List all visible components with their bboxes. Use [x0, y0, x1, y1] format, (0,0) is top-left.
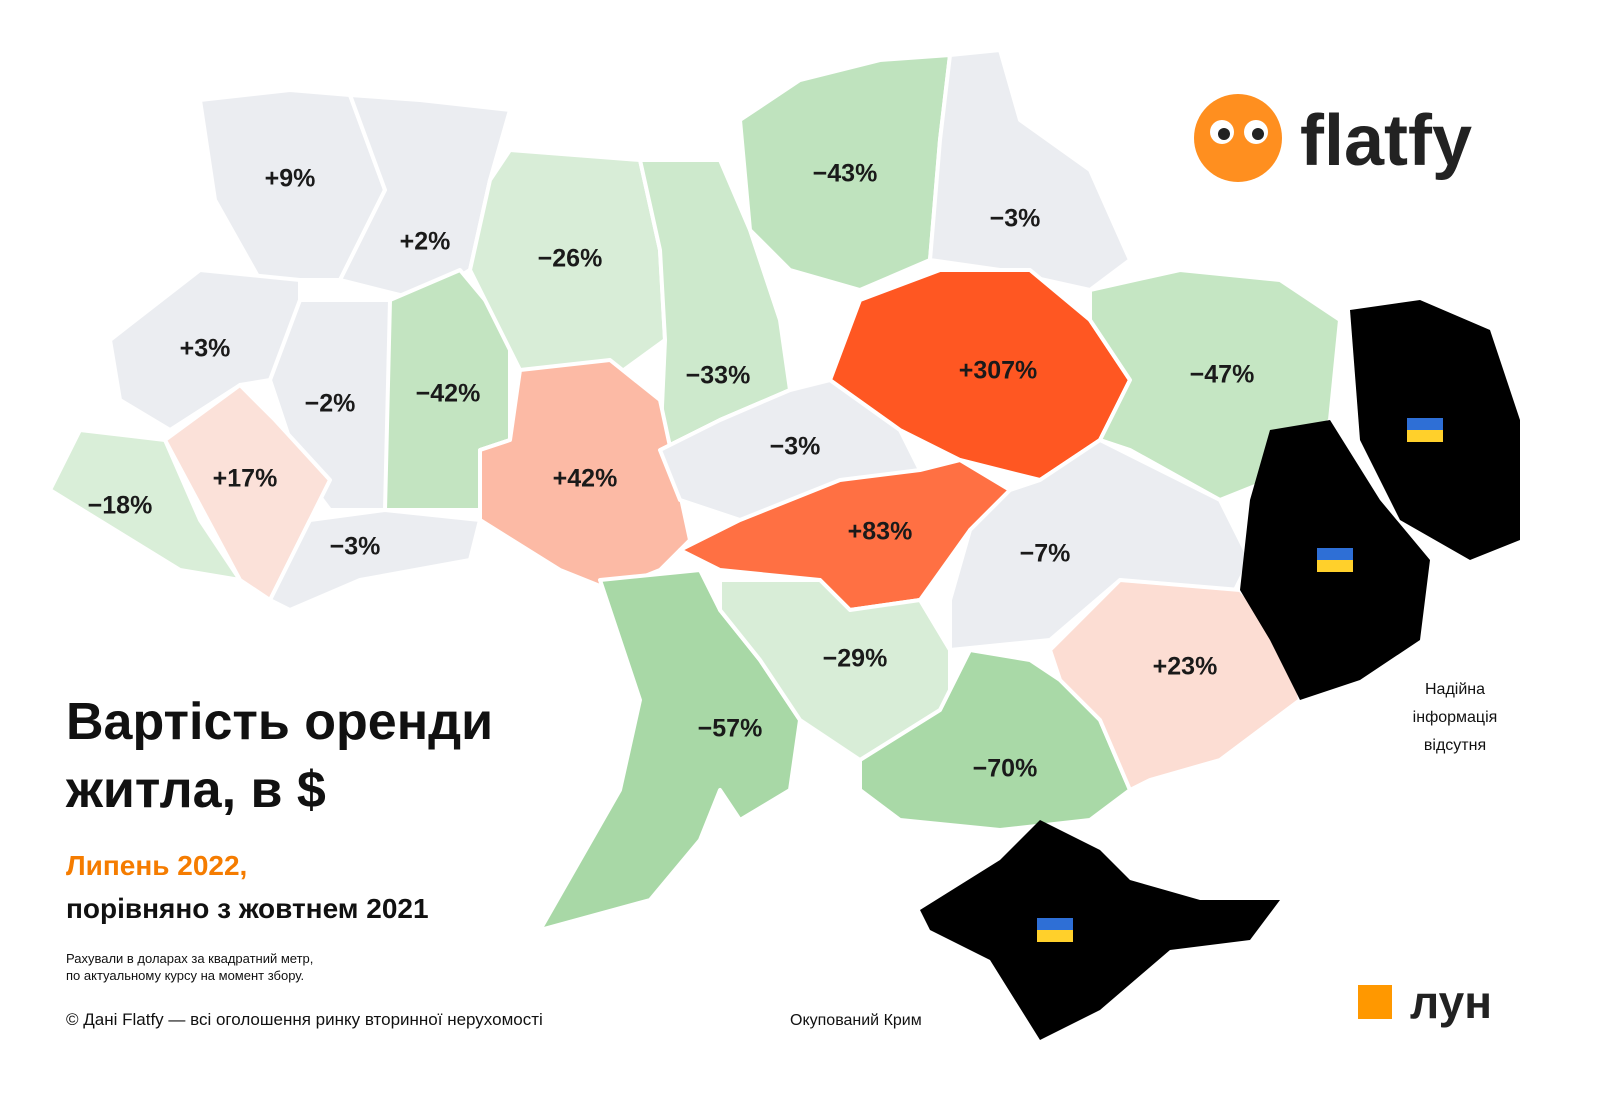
region: [48, 428, 242, 582]
title: Вартість оренди житла, в $: [66, 688, 493, 824]
title-line: Вартість оренди: [66, 693, 494, 751]
region-label: −3%: [330, 533, 381, 561]
region: [928, 48, 1132, 292]
source: © Дані Flatfy — всі оголошення ринку вто…: [66, 1010, 543, 1029]
region: [163, 383, 332, 602]
no-data-line: Надійна: [1424, 681, 1485, 698]
crimea-label: Окупований Крим: [790, 1012, 922, 1029]
region-label: −33%: [686, 362, 751, 390]
region-label: +9%: [265, 165, 316, 193]
region-label: +2%: [400, 228, 451, 256]
subtitle: Липень 2022,: [66, 850, 248, 881]
note-line: Рахували в доларах за квадратний метр,: [66, 951, 314, 966]
no-data-line: відсутня: [1423, 737, 1487, 754]
region-label: −2%: [305, 390, 356, 418]
region-label: −3%: [770, 433, 821, 461]
flag: [1407, 418, 1443, 442]
logo-lun: лун: [1410, 976, 1492, 1028]
region-label: −70%: [973, 755, 1038, 783]
logo-flatfy: flatfy: [1300, 101, 1473, 181]
no-data-line: інформація: [1412, 709, 1498, 726]
occupied-crimea: [920, 820, 1280, 1040]
region-label: +17%: [213, 465, 278, 493]
region-label: +42%: [553, 465, 618, 493]
note: Рахували в доларах за квадратний метр, п…: [66, 950, 313, 984]
title-line: житла, в $: [66, 761, 326, 819]
region-label: +83%: [848, 518, 913, 546]
region-label: −3%: [990, 205, 1041, 233]
no-data-note: Надійна інформація відсутня: [1380, 676, 1530, 760]
region: [1048, 578, 1302, 792]
region-label: −47%: [1190, 361, 1255, 389]
region-label: −42%: [416, 380, 481, 408]
region-label: −29%: [823, 645, 888, 673]
subtitle: порівняно з жовтнем 2021: [66, 893, 429, 924]
flatfy-icon: [1194, 94, 1282, 182]
region-label: +3%: [180, 335, 231, 363]
note-line: по актуальному курсу на момент збору.: [66, 968, 305, 983]
region-label: −18%: [88, 492, 153, 520]
region-label: +23%: [1153, 653, 1218, 681]
region-label: +307%: [959, 357, 1038, 385]
flag: [1037, 918, 1073, 942]
region-label: −57%: [698, 715, 763, 743]
region-label: −7%: [1020, 540, 1071, 568]
lun-icon: [1358, 985, 1392, 1019]
region-label: −43%: [813, 160, 878, 188]
region-label: −26%: [538, 245, 603, 273]
region: [268, 508, 482, 612]
flag: [1317, 548, 1353, 572]
